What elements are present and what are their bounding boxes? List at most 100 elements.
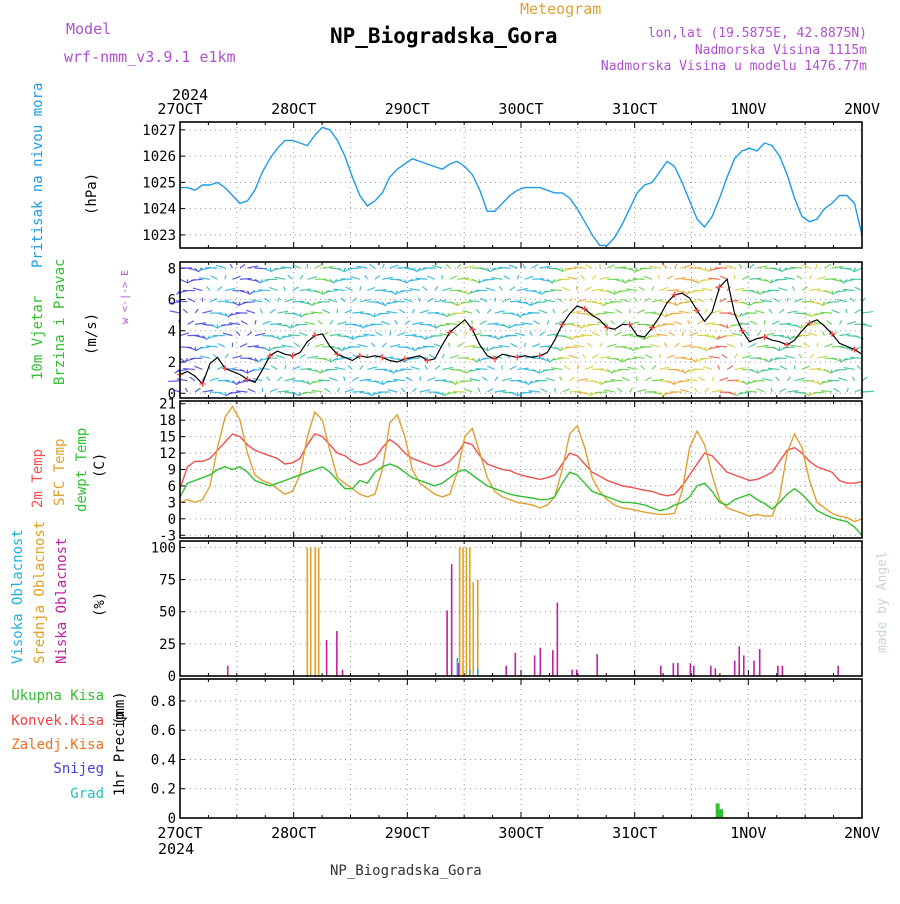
- wind-barb: [241, 321, 247, 325]
- wind-barb: [693, 369, 705, 370]
- wind-barb: [435, 286, 438, 290]
- wind-barb: [617, 388, 622, 392]
- wind-barb: [532, 369, 539, 372]
- page-title: NP_Biogradska_Gora: [330, 24, 558, 48]
- wind-barb: [307, 343, 309, 347]
- pressure-frame: [180, 122, 862, 248]
- precip-unit: (mm): [112, 691, 128, 725]
- wind-barb: [427, 298, 433, 302]
- model-label: Model: [66, 20, 111, 38]
- wind-barb: [195, 309, 198, 313]
- wind-barb: [808, 333, 817, 336]
- wind-barb: [761, 369, 772, 370]
- wind-barb: [570, 336, 572, 340]
- wind-barb: [509, 265, 517, 268]
- date-label-top: 31OCT: [612, 100, 657, 118]
- wind-barb: [727, 366, 733, 370]
- wind-barb: [513, 324, 525, 325]
- wind-barb: [645, 355, 652, 358]
- wind-barb: [802, 366, 809, 369]
- y-tick-label: 2: [168, 355, 176, 371]
- wind-barb: [570, 377, 575, 381]
- wind-barb: [360, 365, 363, 369]
- wind-barb: [701, 279, 712, 280]
- wind-barb: [607, 291, 614, 294]
- wind-barb: [341, 298, 345, 302]
- wind-barb: [712, 377, 713, 381]
- wind-unit: (m/s): [84, 313, 100, 355]
- wind-barb: [607, 331, 608, 335]
- y-tick-label: 9: [168, 463, 176, 479]
- wind-barb: [534, 321, 540, 325]
- wind-barb: [510, 366, 517, 369]
- wind-barb: [248, 389, 255, 392]
- y-tick-label: 1023: [142, 228, 176, 244]
- y-tick-label: 18: [159, 413, 176, 429]
- wind-barb: [240, 344, 247, 347]
- wind-barb: [491, 347, 502, 348]
- wind-barb: [386, 381, 397, 382]
- wind-barb: [564, 366, 570, 370]
- temp-panel-labels: 2m Temp SFC Temp dewpt Temp (C): [30, 428, 108, 512]
- wind-barb: [401, 388, 405, 392]
- wind-barb: [769, 309, 772, 313]
- wind-barb: [799, 354, 802, 358]
- wind-barb: [469, 369, 480, 371]
- wind-barb: [406, 377, 413, 381]
- date-label-bottom: 31OCT: [612, 824, 657, 842]
- wind-panel-labels: 10m Vjetar Brzina i Pravac (m/s) w <-|->…: [30, 259, 131, 385]
- wind-barb: [690, 333, 698, 336]
- wind-barb: [199, 347, 210, 349]
- wind-barb: [540, 332, 545, 336]
- wind-barb: [288, 275, 292, 279]
- wind-barb: [822, 332, 824, 336]
- cloud-ylabel-2: Srednja Oblacnost: [32, 521, 48, 664]
- wind-barb: [792, 286, 794, 290]
- wind-barb: [270, 268, 271, 272]
- wind-barb: [453, 332, 458, 336]
- wind-barb: [483, 279, 495, 280]
- wind-barb: [539, 310, 547, 313]
- wind-barb: [669, 332, 675, 336]
- wind-barb: [330, 320, 333, 324]
- wind-barb: [187, 321, 193, 325]
- wind-barb: [831, 369, 832, 373]
- wind-barb: [495, 298, 496, 302]
- precip-panel: 00.20.40.60.8: [151, 679, 862, 827]
- wind-barb: [190, 377, 195, 381]
- wind-barb: [697, 279, 698, 283]
- wind-barb: [562, 268, 563, 272]
- wind-barb: [255, 320, 256, 324]
- wind-barb: [795, 324, 801, 328]
- wind-barb: [771, 388, 772, 392]
- wind-barb: [371, 343, 375, 347]
- date-label-top: 29OCT: [385, 100, 430, 118]
- wind-barb: [273, 347, 285, 348]
- wind-barb: [348, 268, 360, 269]
- wind-barb: [652, 286, 653, 290]
- wind-barb: [718, 365, 720, 369]
- wind-barb: [243, 302, 255, 303]
- temp-unit: (C): [92, 453, 108, 478]
- wind-barb: [425, 365, 427, 369]
- pressure-panel-labels: Pritisak na nivou mora (hPa): [30, 83, 100, 268]
- wind-barb: [825, 369, 831, 373]
- date-label-bottom: 30OCT: [498, 824, 543, 842]
- wind-barb: [420, 310, 429, 313]
- wind-barb: [367, 313, 374, 317]
- wind-barb: [270, 309, 275, 313]
- wind-barb: [461, 302, 472, 303]
- wind-barb: [847, 388, 848, 392]
- credit-label: made by Angel: [875, 551, 890, 653]
- wind-barb: [560, 377, 563, 381]
- wind-barb: [727, 344, 735, 347]
- wind-barb: [511, 343, 518, 346]
- y-tick-label: 4: [168, 324, 176, 340]
- wind-barb: [285, 365, 286, 369]
- wind-barb: [544, 291, 555, 293]
- wind-barb: [835, 369, 847, 370]
- wind-barb: [555, 388, 556, 392]
- wind-barb: [318, 380, 330, 381]
- wind-barb: [862, 324, 872, 326]
